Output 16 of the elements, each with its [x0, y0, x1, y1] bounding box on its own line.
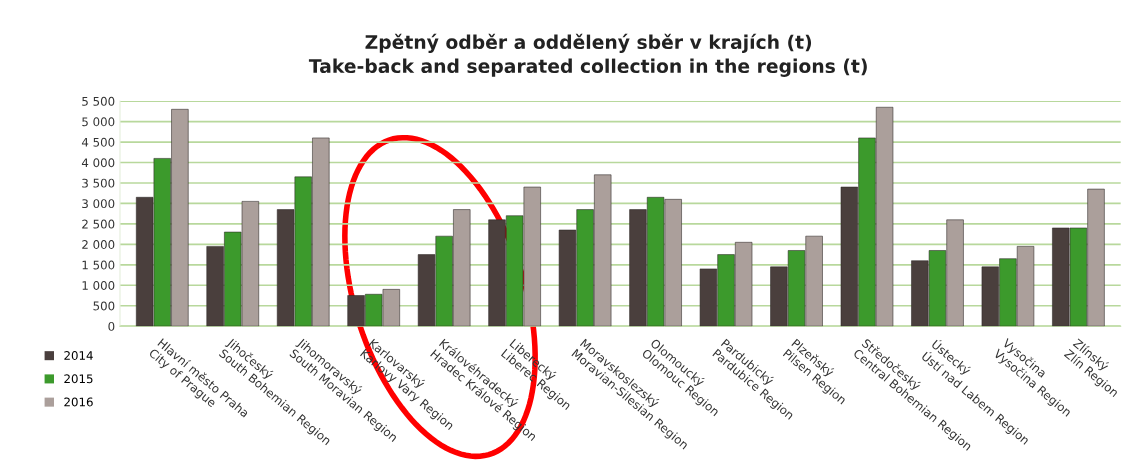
- legend-label: 2016: [64, 397, 93, 407]
- y-tick-label: 2 500: [82, 219, 115, 229]
- y-tick-label: 2 000: [82, 240, 115, 250]
- y-tick-label: 3 000: [82, 199, 115, 209]
- y-tick-label: 5 000: [82, 117, 115, 127]
- y-tick-label: 1 500: [82, 260, 115, 270]
- y-tick-label: 3 500: [82, 178, 115, 188]
- legend-label: 2014: [64, 351, 93, 360]
- y-tick-label: 4 000: [81, 158, 115, 168]
- y-tick-label: 0: [108, 321, 115, 331]
- chart-title: Zpětný odběr a oddělený sběr v krajích (t) Take-back and separated collection in the regions (t): [308, 33, 867, 77]
- y-tick-label: 1 000: [82, 281, 115, 290]
- legend-label: 2015: [64, 374, 93, 384]
- y-tick-label: 5 500: [82, 96, 115, 106]
- y-tick-label: 4 500: [81, 137, 115, 147]
- y-tick-label: 500: [93, 301, 115, 311]
